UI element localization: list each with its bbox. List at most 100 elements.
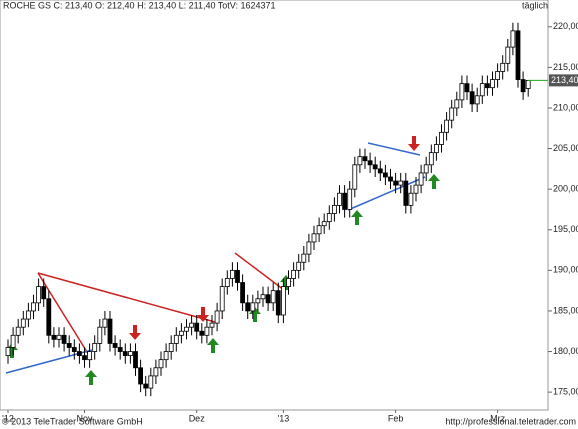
candle-body (15, 326, 21, 336)
candle-body (515, 30, 521, 80)
y-tick-label: 210,00 (553, 102, 578, 112)
candle-body (92, 343, 98, 352)
candle-body (382, 172, 388, 178)
sell-arrow (197, 307, 209, 322)
candle-body (403, 180, 409, 206)
candle-body (367, 160, 373, 166)
candle-body (326, 213, 332, 223)
candle-body (127, 351, 133, 357)
candle-body (372, 164, 378, 170)
candle-body (357, 156, 363, 166)
candle-body (97, 326, 103, 344)
candle-body (209, 322, 215, 328)
trendline (347, 176, 426, 211)
candle-body (362, 156, 368, 162)
candle-body (214, 310, 220, 324)
candle-body (418, 172, 424, 186)
candle-body (484, 83, 490, 89)
candle-body (71, 347, 77, 352)
candle-body (255, 298, 261, 304)
candle-body (240, 282, 246, 304)
candle-body (377, 168, 383, 174)
candle-body (102, 318, 108, 328)
x-tick-label: '12 (2, 413, 14, 423)
buy-arrow (351, 210, 363, 225)
y-tick-label: 200,00 (553, 184, 578, 194)
candle-body (337, 192, 342, 206)
candle-body (331, 205, 337, 214)
candle-body (459, 83, 465, 101)
candle-body (189, 322, 195, 328)
candle-body (260, 294, 266, 300)
candle-body (82, 355, 87, 361)
candle-body (122, 351, 128, 357)
chart-subtitle: täglich (522, 0, 548, 10)
candle-body (280, 286, 286, 316)
trendline (234, 252, 285, 291)
y-tick-label: 215,00 (553, 62, 578, 72)
sell-arrow (408, 136, 420, 151)
y-tick-label: 220,00 (553, 21, 578, 31)
candle-body (143, 383, 149, 389)
candle-body (301, 253, 307, 263)
candle-body (428, 152, 434, 166)
candle-body (352, 164, 358, 190)
candle-body (153, 367, 159, 377)
trendline (37, 272, 216, 323)
candle-body (199, 330, 205, 336)
x-tick-label: Dez (189, 413, 206, 423)
candle-body (138, 367, 144, 385)
candle-body (41, 286, 47, 300)
footer-left: © 2013 TeleTrader Software GmbH (2, 416, 143, 426)
sell-arrow (129, 325, 141, 340)
trendlines (5, 142, 426, 374)
candle-body (229, 269, 235, 279)
candle-body (219, 286, 225, 312)
last-price-box (549, 74, 578, 87)
candle-body (433, 144, 439, 154)
x-tick-label: Feb (388, 413, 404, 423)
candle-body (158, 359, 164, 369)
candle-body (46, 298, 52, 336)
candle-body (112, 343, 118, 348)
x-tick-label: Nov (76, 413, 93, 423)
x-tick-label: Mrz (490, 413, 505, 423)
candle-body (286, 278, 291, 287)
candle-body (250, 302, 256, 312)
y-tick-label: 180,00 (553, 346, 578, 356)
buy-arrow (85, 370, 97, 385)
candle-body (454, 99, 460, 109)
candle-body (520, 79, 526, 93)
x-tick-label: '13 (278, 413, 290, 423)
y-tick-label: 175,00 (553, 387, 578, 397)
chart-title: ROCHE GS C: 213,40 O: 212,40 H: 213,40 L… (3, 0, 276, 10)
candle-body (474, 95, 480, 105)
candle-body (245, 302, 251, 312)
candle-body (235, 269, 240, 283)
footer-right: http://professional.teletrader.com (445, 416, 576, 426)
y-tick-label: 205,00 (553, 143, 578, 153)
candle-body (296, 261, 302, 271)
candle-body (393, 180, 399, 186)
candle-body (87, 351, 92, 361)
candle-body (398, 180, 404, 186)
buy-arrow (428, 174, 440, 189)
candle-body (342, 192, 348, 210)
candle-body (423, 164, 429, 174)
candle-body (505, 46, 511, 64)
candle-body (408, 192, 414, 206)
candle-body (311, 233, 317, 243)
candle-body (479, 83, 485, 97)
plot-frame (0, 0, 549, 411)
candle-body (500, 62, 506, 72)
candle-body (36, 286, 41, 304)
candle-body (413, 184, 419, 194)
candle-body (194, 322, 200, 332)
candle-body (184, 326, 189, 332)
candle-body (20, 318, 26, 328)
candle-body (204, 326, 210, 336)
candle-body (5, 347, 11, 357)
candle-body (275, 290, 281, 316)
candle-body (270, 290, 276, 304)
candle-body (347, 188, 353, 210)
